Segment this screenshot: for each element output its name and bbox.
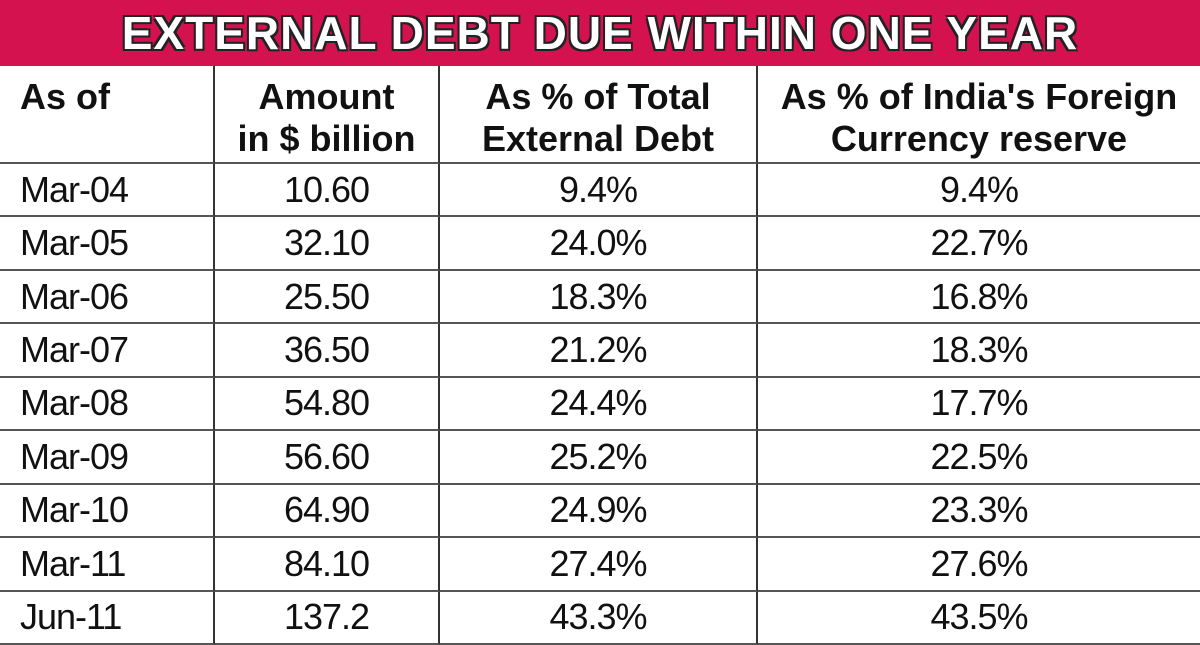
header-cell: As % of India's Foreign Currency reserve — [758, 66, 1200, 164]
table-cell: 43.3% — [440, 591, 758, 645]
table-cell: Mar-09 — [0, 431, 215, 485]
header-text: As % of India's Foreign — [780, 76, 1178, 117]
table-cell: Mar-08 — [0, 377, 215, 432]
table-cell: 16.8% — [758, 271, 1200, 325]
table-cell: 24.9% — [440, 484, 758, 539]
table-cell: 22.7% — [758, 217, 1200, 271]
table-cell: Jun-11 — [0, 591, 215, 645]
title-bar: EXTERNAL DEBT DUE WITHIN ONE YEAR — [0, 0, 1200, 66]
table-cell: 54.80 — [215, 377, 440, 432]
header-text: External Debt — [481, 118, 715, 159]
table-cell: 27.4% — [440, 538, 758, 592]
table-cell: Mar-05 — [0, 217, 215, 271]
header-cell: As % of Total External Debt — [440, 66, 758, 164]
table-cell: 56.60 — [215, 431, 440, 485]
table-cell: Mar-11 — [0, 538, 215, 592]
table-cell: 24.4% — [440, 377, 758, 432]
table-cell: 22.5% — [758, 431, 1200, 485]
table-cell: 64.90 — [215, 484, 440, 539]
table-cell: 25.50 — [215, 270, 440, 325]
table-cell: 18.3% — [758, 324, 1200, 378]
table-cell: 32.10 — [215, 217, 440, 271]
table-cell: Mar-07 — [0, 324, 215, 378]
table-cell: 25.2% — [440, 431, 758, 485]
table-cell: 43.5% — [758, 592, 1200, 645]
header-text: Currency reserve — [830, 118, 1128, 159]
table-cell: 24.0% — [440, 217, 758, 271]
table-cell: 10.60 — [215, 164, 440, 218]
table-cell: 17.7% — [758, 378, 1200, 432]
table-cell: 27.6% — [758, 538, 1200, 592]
table-cell: 84.10 — [215, 538, 440, 592]
table-cell: 9.4% — [440, 164, 758, 218]
header-text: As % of Total — [485, 76, 711, 117]
header-cell: Amount in $ billion — [215, 66, 440, 164]
header-text: As of — [20, 76, 110, 117]
table-cell: 18.3% — [440, 270, 758, 325]
header-text: Amount — [258, 76, 395, 117]
table-cell: 9.4% — [758, 164, 1200, 218]
table-cell: Mar-04 — [0, 164, 215, 218]
table-cell: Mar-10 — [0, 484, 215, 539]
table-cell: 137.2 — [215, 591, 440, 645]
header-cell: As of — [0, 66, 215, 164]
debt-table: As of Amount in $ billion As % of Total Exte… — [0, 66, 1200, 645]
table-cell: 21.2% — [440, 324, 758, 378]
header-text: in $ billion — [237, 118, 416, 159]
table-cell: 36.50 — [215, 324, 440, 378]
table-cell: Mar-06 — [0, 270, 215, 325]
table-cell: 23.3% — [758, 485, 1200, 539]
